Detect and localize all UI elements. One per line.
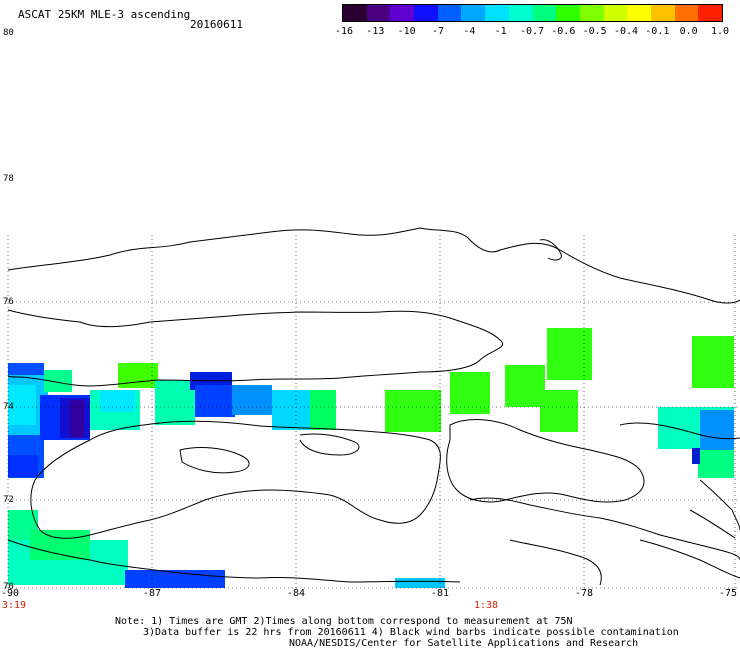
color-scale-segment [698,5,722,21]
lon-label--90: -90 [0,588,20,599]
color-scale-segment [437,5,462,21]
color-scale-segment [674,5,699,21]
color-scale-label: -10 [397,26,416,37]
color-scale-segment [414,5,438,21]
lat-label-74: 74 [3,402,14,412]
color-scale-segment [650,5,675,21]
graticule [7,235,740,589]
color-scale-segment [508,5,533,21]
color-scale-segment [579,5,604,21]
color-scale-label: 0.0 [679,26,698,37]
color-scale-label: -1 [494,26,507,37]
lon-label--87: -87 [142,588,162,599]
lon-label--75: -75 [718,588,738,599]
note-line-2: 3)Data buffer is 22 hrs from 20160611 4)… [143,627,679,638]
data-swaths [8,328,734,588]
color-scale-label: -0.6 [551,26,576,37]
color-scale-label: -0.7 [519,26,545,37]
lat-label-80: 80 [3,28,14,38]
color-scale-segment [532,5,557,21]
lon-label--81: -81 [430,588,450,599]
color-scale-label: -4 [463,26,476,37]
note-line-3: NOAA/NESDIS/Center for Satellite Applica… [289,638,639,649]
time-label-left: 3:19 [2,600,27,611]
lat-label-78: 78 [3,174,14,184]
color-scale-label: -0.4 [613,26,639,37]
color-scale-label: -0.5 [582,26,607,37]
lon-label--84: -84 [286,588,306,599]
time-label-mid: 1:38 [474,600,499,611]
color-scale-segment [485,5,509,21]
color-scale-label: -16 [334,26,354,37]
color-scale-label: 1.0 [710,26,730,37]
color-scale-segment [390,5,415,21]
color-scale-bar [342,4,723,22]
color-scale-segment [603,5,628,21]
map-date: 20160611 [190,18,243,31]
color-scale-label: -7 [431,26,445,37]
coastlines [7,227,740,586]
color-scale-segment [461,5,486,21]
color-scale-segment [627,5,651,21]
lat-label-72: 72 [3,495,14,505]
color-scale-labels: -16 -13 -10 -7 -4 -1 -0.7 -0.6 -0.5 -0.4 -0.1 0.0 1.… [332,26,732,38]
lat-label-76: 76 [3,297,14,307]
color-scale-label: -13 [366,26,385,37]
color-scale-segment [556,5,580,21]
color-scale-segment [343,5,367,21]
lon-label--78: -78 [574,588,594,599]
map-title: ASCAT 25KM MLE-3 ascending [18,8,191,21]
color-scale-segment [366,5,391,21]
color-scale-label: -0.1 [645,26,670,37]
lat-label-70: 70 [3,582,14,592]
footer-notes: Note: 1) Times are GMT 2)Times along bot… [0,616,740,649]
note-line-1: Note: 1) Times are GMT 2)Times along bot… [115,616,573,627]
